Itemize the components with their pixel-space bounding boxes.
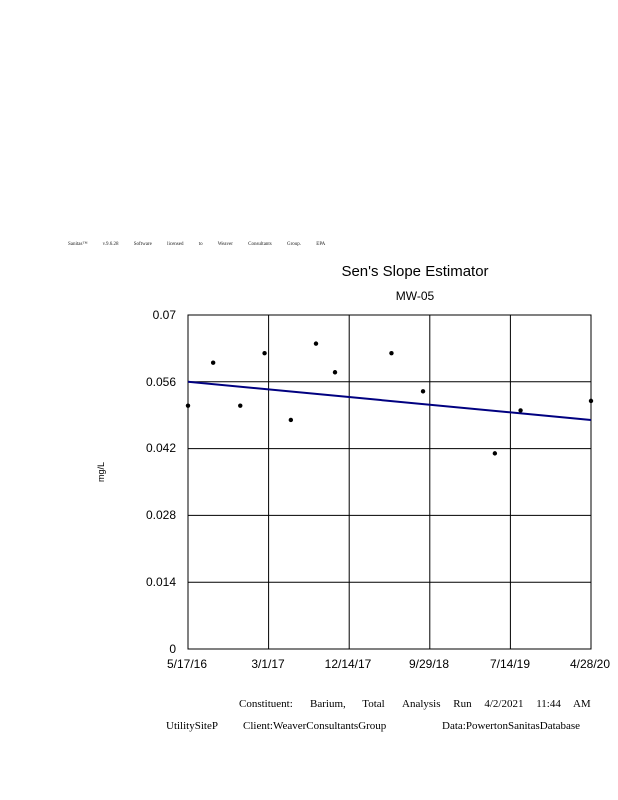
- chart-subtitle: MW-05: [395, 289, 435, 303]
- database-name: Data:PowertonSanitasDatabase: [442, 720, 581, 732]
- data-point: [588, 398, 594, 404]
- x-tick-label: 4/28/20: [569, 657, 611, 671]
- license-header: Sanitas™ v.9.6.28 Software licensed to W…: [68, 242, 326, 247]
- chart-title: Sen's Slope Estimator: [341, 263, 489, 280]
- data-point: [332, 370, 338, 375]
- data-point: [389, 350, 394, 356]
- x-tick-label: 12/14/17: [324, 657, 372, 671]
- data-point: [185, 403, 191, 408]
- data-point: [288, 417, 294, 423]
- data-point: [262, 350, 267, 356]
- y-tick-label: 0.042: [145, 441, 176, 455]
- data-point: [420, 389, 426, 394]
- trend-line: [187, 380, 592, 421]
- constituent-label: Constituent:: [239, 698, 293, 710]
- site-name: UtilitySiteP: [166, 720, 218, 732]
- x-tick-label: 3/1/17: [251, 657, 285, 671]
- plot-frame: [187, 314, 592, 650]
- analysis-run: Analysis Run 4/2/2021 11:44 AM: [402, 698, 591, 710]
- data-point: [238, 403, 243, 408]
- data-point: [518, 408, 523, 413]
- data-point: [492, 451, 498, 456]
- data-point: [210, 360, 216, 365]
- constituent-value: Barium, Total: [310, 698, 385, 710]
- y-tick-label: 0.028: [145, 508, 176, 522]
- y-tick-label: 0: [169, 642, 176, 656]
- x-tick-label: 7/14/19: [489, 657, 531, 671]
- y-tick-label: 0.056: [145, 375, 176, 389]
- client-name: Client:WeaverConsultantsGroup: [243, 720, 387, 732]
- x-tick-label: 9/29/18: [408, 657, 450, 671]
- y-tick-label: 0.07: [152, 308, 176, 322]
- data-point: [313, 341, 319, 346]
- y-tick-label: 0.014: [145, 575, 176, 589]
- x-tick-label: 5/17/16: [166, 657, 208, 671]
